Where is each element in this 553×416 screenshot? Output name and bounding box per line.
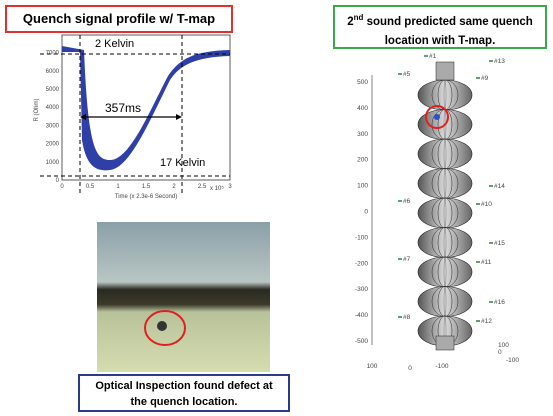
z-tick-label: 200 — [357, 157, 368, 164]
z-tick-label: 500 — [357, 79, 368, 86]
y-tick-label: 6000 — [46, 69, 60, 75]
sensor-label: #7 — [403, 256, 411, 263]
z-tick-label: -300 — [355, 286, 368, 293]
y-tick-label: 4000 — [46, 105, 60, 111]
x-tick-label: 3 — [228, 184, 232, 190]
graphics: 357ms 2 Kelvin 17 Kelvin Time (x 2.3e-6 … — [0, 0, 553, 416]
z-tick-label: 0 — [364, 209, 368, 216]
y-tick-label: 100 — [498, 342, 509, 349]
x-tick-label: 0 — [408, 365, 412, 372]
x-tick-label: 0 — [60, 184, 64, 190]
sensor-label: #5 — [403, 71, 411, 78]
sensor-label: #13 — [494, 58, 505, 65]
axis-label: Time (x 2.3e-6 Second) — [115, 194, 177, 200]
quench-point — [434, 114, 440, 120]
sensor-label: #8 — [403, 314, 411, 321]
cell — [418, 257, 472, 287]
z-tick-label: -500 — [355, 338, 368, 345]
x-tick-label: 1 — [116, 184, 120, 190]
x-tick-label: -100 — [435, 363, 448, 370]
axis-label: R (Ohm) — [34, 99, 40, 122]
sensor-label: #11 — [481, 259, 492, 266]
y-tick-label: 7000 — [46, 51, 60, 57]
defect — [157, 321, 167, 331]
y-tick-label: 0 — [498, 349, 502, 356]
cavity — [418, 62, 472, 350]
cell — [418, 80, 472, 110]
cell — [418, 139, 472, 169]
cell — [418, 198, 472, 228]
sensor-label: #10 — [481, 201, 492, 208]
sensor-label: #6 — [403, 198, 411, 205]
cell — [418, 228, 472, 258]
photo — [97, 222, 270, 372]
y-tick-label: 1000 — [46, 160, 60, 166]
sensor-label: #16 — [494, 299, 505, 306]
cell — [418, 287, 472, 317]
x-tick-label: 2 — [172, 184, 176, 190]
annotation: 2 Kelvin — [95, 38, 134, 50]
beam-pipe — [436, 336, 454, 350]
z-tick-label: -400 — [355, 312, 368, 319]
sensor-label: #15 — [494, 240, 505, 247]
z-tick-label: 100 — [357, 183, 368, 190]
axis-exponent: x 10⁵ — [210, 185, 224, 192]
sensor-label: #9 — [481, 75, 489, 82]
y-tick-label: 0 — [56, 178, 60, 184]
cell — [418, 169, 472, 199]
z-tick-label: 300 — [357, 131, 368, 138]
annotation: 357ms — [105, 101, 141, 115]
x-tick-label: 1.5 — [142, 184, 151, 190]
z-tick-label: 400 — [357, 105, 368, 112]
x-tick-label: 100 — [367, 363, 378, 370]
y-tick-label: -100 — [506, 357, 519, 364]
x-tick-label: 0.5 — [86, 184, 95, 190]
y-tick-label: 2000 — [46, 142, 60, 148]
sensor-label: #14 — [494, 183, 505, 190]
x-tick-label: 2.5 — [198, 184, 207, 190]
z-tick-label: -200 — [355, 260, 368, 267]
beam-pipe — [436, 62, 454, 80]
y-tick-label: 5000 — [46, 87, 60, 93]
sensor-label: #12 — [481, 318, 492, 325]
y-tick-label: 3000 — [46, 123, 60, 129]
z-tick-label: -100 — [355, 234, 368, 241]
annotation: 17 Kelvin — [160, 157, 205, 169]
slide: {"left_box":{"title":"Quench signal prof… — [0, 0, 553, 416]
sensor-label: #1 — [429, 53, 437, 60]
